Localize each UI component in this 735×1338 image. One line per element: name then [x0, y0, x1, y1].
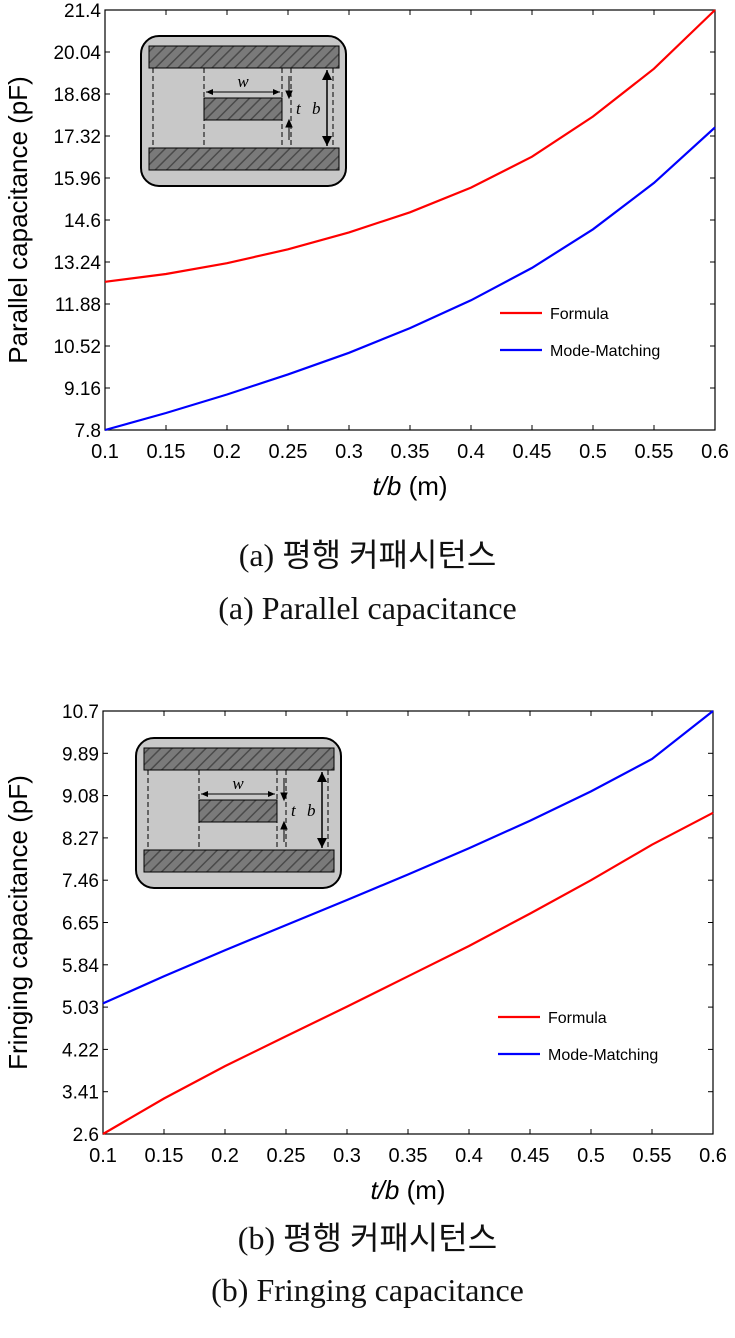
series-line-formula: [104, 9, 716, 283]
x-axis-label: t/b (m): [372, 471, 447, 501]
y-tick-label: 17.32: [53, 127, 101, 148]
y-tick-label: 9.16: [64, 379, 101, 400]
y-tick-label: 11.88: [55, 295, 101, 316]
x-tick-label: 0.45: [511, 1145, 550, 1167]
x-axis-label: t/b (m): [370, 1175, 445, 1205]
inset-w-label: w: [237, 72, 249, 91]
x-tick-label: 0.55: [633, 1145, 672, 1167]
x-tick-label: 0.5: [577, 1145, 605, 1167]
y-tick-label: 7.46: [62, 871, 99, 892]
fringing-capacitance-chart: 2.6 3.41 4.22 5.03 5.84 6.65 7.46 8.27 9.08 9.89 1…: [3, 702, 727, 1205]
inset-b-label: b: [312, 99, 321, 118]
x-tick-label: 0.45: [513, 441, 552, 463]
inset-center-strip: [203, 97, 283, 121]
legend-label: Formula: [550, 306, 609, 323]
inset-bottom-plate: [143, 849, 335, 873]
y-tick-label: 5.03: [62, 998, 99, 1019]
cross-section-inset: w t b: [135, 737, 342, 889]
fringing-capacitance-panel: 2.6 3.41 4.22 5.03 5.84 6.65 7.46 8.27 9.08 9.89 1…: [0, 690, 735, 1338]
y-tick-label: 5.84: [62, 956, 99, 977]
x-tick-label: 0.1: [91, 441, 119, 463]
y-tick-label: 3.41: [62, 1083, 99, 1104]
x-tick-label: 0.6: [701, 441, 729, 463]
inset-bottom-plate: [148, 147, 340, 171]
x-axis-label-unit: (m): [401, 471, 447, 501]
x-tick-label: 0.2: [211, 1145, 239, 1167]
y-tick-label: 21.4: [64, 1, 101, 22]
y-tick-label: 13.24: [53, 253, 101, 274]
parallel-capacitance-chart: 7.8 9.16 10.52 11.88 13.24 14.6 15.96 17.32 18.6…: [3, 1, 729, 501]
inset-t-arrows: [285, 76, 293, 140]
y-tick-label: 10.52: [53, 337, 101, 358]
x-tick-label: 0.15: [145, 1145, 184, 1167]
y-tick-label: 14.6: [64, 211, 101, 232]
cross-section-inset: w t b: [140, 35, 347, 187]
x-tick-label: 0.15: [147, 441, 186, 463]
inset-t-label: t: [296, 99, 302, 118]
x-tick-label: 0.25: [267, 1145, 306, 1167]
inset-w-label: w: [232, 774, 244, 793]
legend-label: Mode-Matching: [550, 343, 660, 360]
inset-t-arrows: [280, 778, 288, 842]
y-tick-label: 15.96: [53, 169, 101, 190]
y-tick-label: 9.08: [62, 787, 99, 808]
y-tick-label: 6.65: [62, 914, 99, 935]
x-tick-label: 0.6: [699, 1145, 727, 1167]
x-tick-label: 0.3: [335, 441, 363, 463]
inset-b-label: b: [307, 801, 316, 820]
x-tick-label: 0.1: [89, 1145, 117, 1167]
x-tick-label: 0.35: [391, 441, 430, 463]
y-tick-label: 18.68: [53, 85, 101, 106]
x-tick-label: 0.2: [213, 441, 241, 463]
y-tick-label: 2.6: [73, 1125, 99, 1146]
x-tick-label: 0.55: [635, 441, 674, 463]
x-axis-label-variable: t/b: [370, 1175, 399, 1205]
caption-korean-b: (b) 평행 커패시턴스: [237, 1220, 498, 1256]
x-tick-label: 0.3: [333, 1145, 361, 1167]
y-axis-label: Parallel capacitance (pF): [3, 76, 33, 364]
series-line-formula: [102, 811, 714, 1135]
x-axis-label-variable: t/b: [372, 471, 401, 501]
y-tick-label: 9.89: [62, 744, 99, 765]
x-tick-label: 0.5: [579, 441, 607, 463]
series-line-mode-matching: [104, 126, 716, 432]
legend-label: Mode-Matching: [548, 1047, 658, 1064]
x-tick-label: 0.4: [455, 1145, 483, 1167]
inset-top-plate: [148, 45, 340, 69]
y-tick-label: 4.22: [62, 1040, 99, 1061]
parallel-capacitance-panel: 7.8 9.16 10.52 11.88 13.24 14.6 15.96 17.32 18.6…: [0, 0, 735, 660]
caption-english-a: (a) Parallel capacitance: [218, 590, 517, 626]
caption-korean-a: (a) 평행 커패시턴스: [238, 537, 497, 573]
series-line-mode-matching: [102, 710, 714, 1005]
x-tick-label: 0.4: [457, 441, 485, 463]
x-axis-label-unit: (m): [399, 1175, 445, 1205]
caption-english-b: (b) Fringing capacitance: [211, 1272, 524, 1308]
inset-t-label: t: [291, 801, 297, 820]
x-tick-label: 0.25: [269, 441, 308, 463]
y-tick-label: 20.04: [53, 43, 101, 64]
x-tick-label: 0.35: [389, 1145, 428, 1167]
y-tick-label: 8.27: [62, 829, 99, 850]
y-tick-label: 7.8: [75, 421, 101, 442]
inset-top-plate: [143, 747, 335, 771]
legend-label: Formula: [548, 1010, 607, 1027]
y-axis-label: Fringing capacitance (pF): [3, 775, 33, 1070]
inset-center-strip: [198, 799, 278, 823]
y-tick-label: 10.7: [62, 702, 99, 723]
